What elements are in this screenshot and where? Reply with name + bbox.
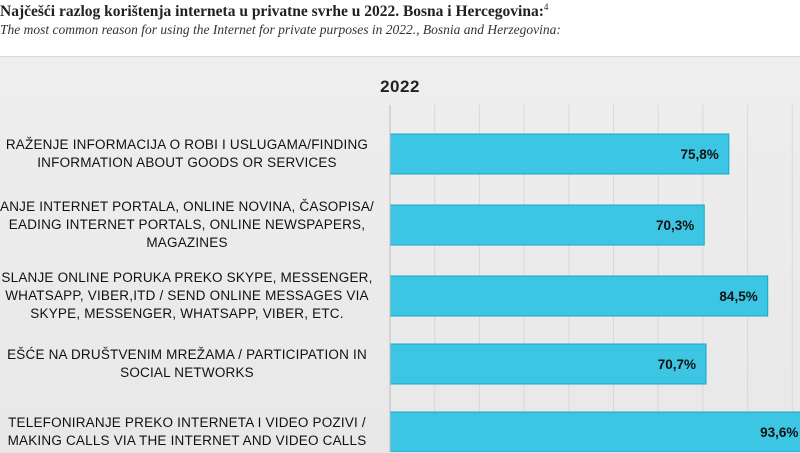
chart-title: 2022 — [380, 77, 420, 96]
bar — [389, 275, 769, 317]
category-label-line: SOCIAL NETWORKS — [120, 365, 254, 380]
footnote-mark: 4 — [543, 2, 549, 12]
category-label-line: WHATSAPP, VIBER,ITD / SEND ONLINE MESSAG… — [5, 288, 369, 303]
chart-panel — [0, 56, 800, 453]
category-label: ANJE INTERNET PORTALA, ONLINE NOVINA, ČA… — [0, 198, 437, 252]
category-label-line: SKYPE, MESSENGER, WHATSAPP, VIBER, ETC. — [30, 306, 344, 321]
category-label: SLANJE ONLINE PORUKA PREKO SKYPE, MESSEN… — [0, 269, 437, 323]
document-title: Najčešći razlog korištenja interneta u p… — [0, 2, 549, 21]
data-label: 84,5% — [719, 289, 757, 304]
bar — [389, 411, 800, 452]
document-subtitle: The most common reason for using the Int… — [0, 22, 561, 37]
category-label: EŠĆE NA DRUŠTVENIM MREŽAMA / PARTICIPATI… — [0, 346, 437, 382]
data-label: 75,8% — [681, 147, 719, 162]
category-label-line: ANJE INTERNET PORTALA, ONLINE NOVINA, ČA… — [0, 199, 374, 214]
category-label-line: TELEFONIRANJE PREKO INTERNETA I VIDEO PO… — [8, 415, 366, 430]
category-label-line: RAŽENJE INFORMACIJA O ROBI I USLUGAMA/FI… — [5, 137, 369, 152]
data-label: 70,3% — [656, 218, 694, 233]
data-label: 70,7% — [658, 357, 696, 372]
bar — [389, 343, 707, 385]
category-label-line: MAGAZINES — [146, 235, 228, 250]
category-label-line: INFORMATION ABOUT GOODS OR SERVICES — [37, 155, 337, 170]
data-label: 93,6% — [760, 425, 798, 440]
category-label-line: MAKING CALLS VIA THE INTERNET AND VIDEO … — [7, 433, 367, 448]
category-label-line: SLANJE ONLINE PORUKA PREKO SKYPE, MESSEN… — [1, 270, 373, 285]
category-label: RAŽENJE INFORMACIJA O ROBI I USLUGAMA/FI… — [0, 136, 437, 172]
category-label: TELEFONIRANJE PREKO INTERNETA I VIDEO PO… — [0, 414, 437, 450]
bar — [389, 133, 730, 175]
category-label-line: EADING INTERNET PORTALS, ONLINE NEWSPAPE… — [8, 217, 366, 232]
category-label-line: EŠĆE NA DRUŠTVENIM MREŽAMA / PARTICIPATI… — [7, 347, 367, 362]
